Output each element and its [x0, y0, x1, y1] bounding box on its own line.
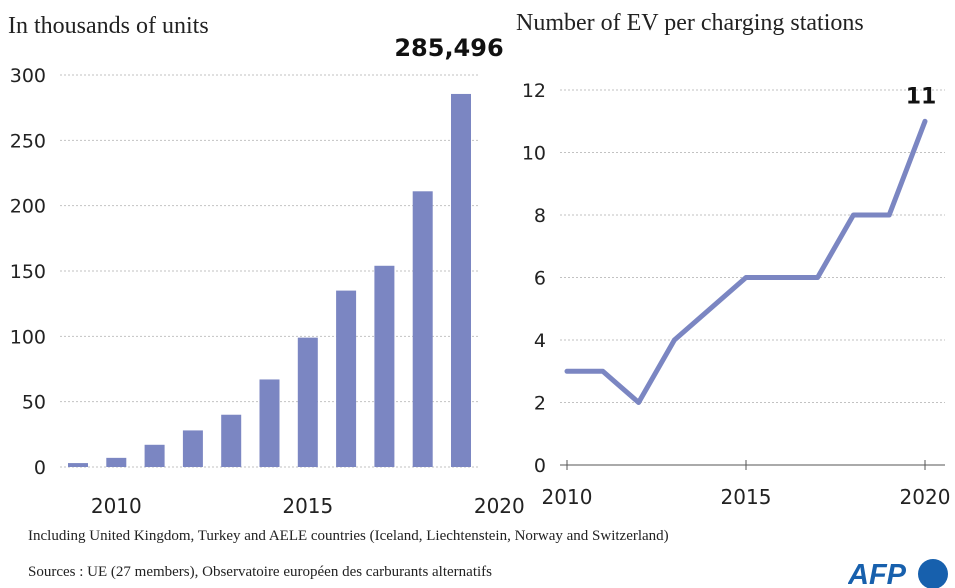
bar	[68, 463, 88, 467]
bar-chart-title: In thousands of units	[8, 13, 209, 39]
bar	[297, 337, 318, 467]
bar	[106, 457, 127, 467]
afp-logo-dot	[918, 559, 948, 588]
bar	[259, 379, 280, 467]
afp-logo: AFP	[848, 559, 948, 588]
bar	[412, 191, 433, 467]
line-series	[564, 118, 928, 405]
line-chart-title: Number of EV per charging stations	[516, 10, 864, 36]
bar-y-tick-label: 50	[22, 392, 46, 414]
bar	[221, 414, 242, 467]
bar-x-tick-label: 2010	[91, 494, 142, 518]
bar-y-tick-label: 150	[10, 261, 46, 283]
footnote-countries: Including United Kingdom, Turkey and AEL…	[28, 528, 669, 544]
bar	[144, 444, 165, 467]
bar	[451, 93, 471, 467]
bar-y-tick-label: 200	[10, 196, 46, 218]
line-y-tick-label: 8	[534, 205, 546, 227]
bar-x-tick-label: 2020	[474, 494, 525, 518]
bar	[182, 430, 203, 467]
bar-y-tick-label: 250	[10, 130, 46, 152]
bar-highlight-label: 285,496	[394, 34, 503, 62]
line-x-tick-label: 2020	[900, 485, 951, 509]
line-y-tick-label: 6	[534, 268, 546, 290]
line-y-tick-label: 10	[522, 143, 546, 165]
bar-y-tick-label: 300	[10, 65, 46, 87]
line-y-tick-label: 12	[522, 80, 546, 102]
afp-logo-text: AFP	[848, 559, 907, 588]
line-y-tick-label: 4	[534, 330, 546, 352]
bar	[374, 265, 395, 467]
line-x-tick-label: 2015	[721, 485, 772, 509]
bar-y-tick-label: 0	[34, 457, 46, 479]
line-highlight-label: 11	[906, 84, 937, 109]
line-y-tick-label: 0	[534, 455, 546, 477]
line-x-tick-label: 2010	[542, 485, 593, 509]
bar	[336, 290, 357, 467]
bar-x-tick-label: 2015	[282, 494, 333, 518]
bar-y-tick-label: 100	[10, 326, 46, 348]
footnote-sources: Sources : UE (27 members), Observatoire …	[28, 564, 492, 580]
line-y-tick-label: 2	[534, 393, 546, 415]
